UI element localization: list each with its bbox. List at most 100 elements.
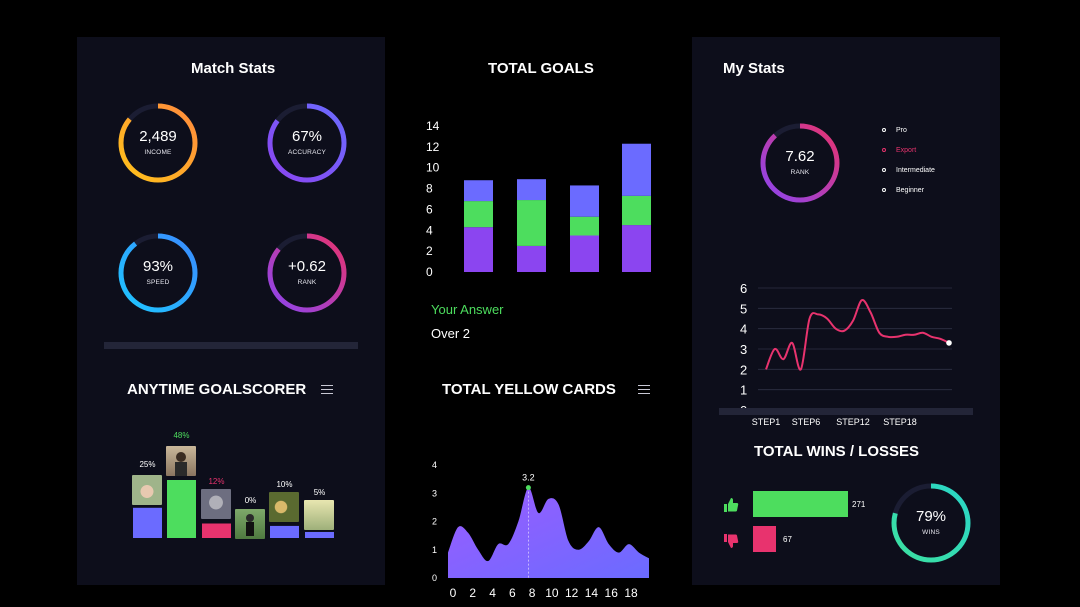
- x-tick-label: 12: [565, 586, 579, 600]
- goals-bar-segment[interactable]: [570, 235, 599, 273]
- goalscorer-bar[interactable]: [133, 507, 162, 538]
- legend-dot: [882, 128, 886, 133]
- line-end-point[interactable]: [946, 340, 952, 346]
- x-tick-label: 2: [469, 586, 476, 600]
- wins-count: 271: [852, 500, 866, 509]
- match-stats-panel: Match Stats 2,489 INCOME 67% ACCURACY 93…: [77, 37, 385, 585]
- legend-label: Beginner: [896, 187, 925, 194]
- my-stats-panel: My Stats 7.62 RANK Pro Export Intermedia…: [692, 37, 1000, 585]
- x-tick-label: 16: [605, 586, 619, 600]
- goals-bar-segment[interactable]: [517, 245, 546, 272]
- goalscorer-bar[interactable]: [270, 525, 299, 538]
- x-tick-label: STEP1: [752, 417, 781, 427]
- your-answer-label: Your Answer: [431, 302, 504, 317]
- x-tick-label: 4: [489, 586, 496, 600]
- my-rank-gauge: 7.62 RANK: [758, 121, 842, 205]
- x-tick-label: STEP18: [883, 417, 917, 427]
- player-thumbnail[interactable]: [235, 509, 265, 539]
- goalscorer-chart: 25% 48% 12% 0% 10% 5%: [133, 432, 334, 539]
- rank-value: +0.62: [288, 258, 326, 275]
- y-tick-label: 0: [432, 573, 437, 583]
- goalscorer-bar-label: 48%: [173, 432, 189, 440]
- legend-label: Export: [896, 147, 917, 154]
- speed-label: SPEED: [146, 279, 170, 286]
- y-tick-label: 12: [426, 140, 440, 154]
- wins-pct-label: WINS: [922, 529, 940, 536]
- accuracy-gauge: 67% ACCURACY: [265, 101, 349, 185]
- total-goals-title: TOTAL GOALS: [488, 60, 594, 77]
- my-rank-value: 7.62: [785, 148, 815, 165]
- legend-dot: [882, 188, 886, 193]
- legend-intermediate[interactable]: Intermediate: [882, 167, 935, 174]
- income-label: INCOME: [144, 149, 172, 156]
- losses-bar: [753, 526, 776, 552]
- goals-bar-segment[interactable]: [622, 143, 651, 196]
- y-tick-label: 5: [740, 301, 747, 316]
- player-thumbnail[interactable]: [132, 475, 162, 505]
- income-gauge: 2,489 INCOME: [116, 101, 200, 185]
- center-column: TOTAL GOALS 0 2 4 6 8 10 12 14 Your Answer Over…: [400, 37, 680, 600]
- goals-bar-segment[interactable]: [464, 227, 493, 272]
- cards-area[interactable]: [448, 487, 649, 578]
- section-divider: [719, 408, 973, 415]
- thumbs-down-icon: [723, 533, 739, 554]
- x-tick-label: 10: [545, 586, 559, 600]
- match-stats-title: Match Stats: [191, 60, 276, 77]
- x-tick-label: 14: [585, 586, 599, 600]
- x-tick-label: 18: [624, 586, 638, 600]
- goals-bar-segment[interactable]: [622, 195, 651, 226]
- goalscorer-bar[interactable]: [167, 480, 196, 538]
- goals-bar-segment[interactable]: [464, 201, 493, 228]
- player-thumbnail[interactable]: [304, 500, 334, 530]
- y-tick-label: 14: [426, 119, 440, 133]
- wins-bar: [753, 491, 848, 517]
- my-rank-label: RANK: [790, 169, 810, 176]
- y-tick-label: 6: [426, 202, 433, 216]
- my-stats-title: My Stats: [723, 60, 785, 77]
- rank-label: RANK: [297, 279, 317, 286]
- wins-losses-title: TOTAL WINS / LOSSES: [754, 443, 920, 460]
- legend-export[interactable]: Export: [882, 147, 916, 154]
- thumbs-up-icon: [723, 497, 739, 518]
- losses-count: 67: [783, 535, 792, 544]
- y-tick-label: 0: [426, 265, 433, 277]
- highlight-point[interactable]: [525, 485, 531, 491]
- goalscorer-title: ANYTIME GOALSCORER: [127, 381, 307, 398]
- goals-bar-segment[interactable]: [570, 185, 599, 217]
- highlight-label: 3.2: [522, 473, 535, 483]
- goals-bar-segment[interactable]: [517, 200, 546, 246]
- x-tick-label: STEP6: [792, 417, 821, 427]
- player-thumbnail[interactable]: [201, 489, 231, 519]
- legend-pro[interactable]: Pro: [882, 127, 907, 134]
- y-tick-label: 3: [740, 342, 747, 357]
- wins-gauge: 79% WINS: [889, 481, 973, 565]
- goalscorer-bar-label: 10%: [276, 480, 292, 489]
- goals-bar-segment[interactable]: [570, 216, 599, 236]
- stats-line[interactable]: [765, 299, 950, 371]
- player-thumbnail[interactable]: [166, 446, 196, 476]
- goals-bar-segment[interactable]: [517, 179, 546, 201]
- y-tick-label: 1: [740, 383, 747, 398]
- legend-dot: [882, 148, 886, 153]
- legend-dot: [882, 168, 886, 173]
- section-divider: [104, 342, 358, 349]
- player-thumbnail[interactable]: [269, 492, 299, 522]
- speed-gauge: 93% SPEED: [116, 231, 200, 315]
- goalscorer-bar[interactable]: [202, 523, 231, 539]
- menu-icon[interactable]: [638, 385, 650, 395]
- menu-icon[interactable]: [321, 385, 333, 395]
- legend-beginner[interactable]: Beginner: [882, 187, 924, 194]
- y-tick-label: 3: [432, 488, 437, 498]
- goalscorer-bar[interactable]: [305, 531, 334, 538]
- income-value: 2,489: [139, 128, 177, 145]
- goals-bar-segment[interactable]: [464, 180, 493, 202]
- x-tick-label: 8: [529, 586, 536, 600]
- y-tick-label: 6: [740, 281, 747, 296]
- legend-label: Intermediate: [896, 167, 935, 174]
- x-tick-label: STEP12: [836, 417, 870, 427]
- goals-bar-segment[interactable]: [622, 225, 651, 272]
- x-tick-label: 6: [509, 586, 516, 600]
- y-tick-label: 2: [432, 517, 437, 527]
- y-tick-label: 4: [426, 223, 433, 237]
